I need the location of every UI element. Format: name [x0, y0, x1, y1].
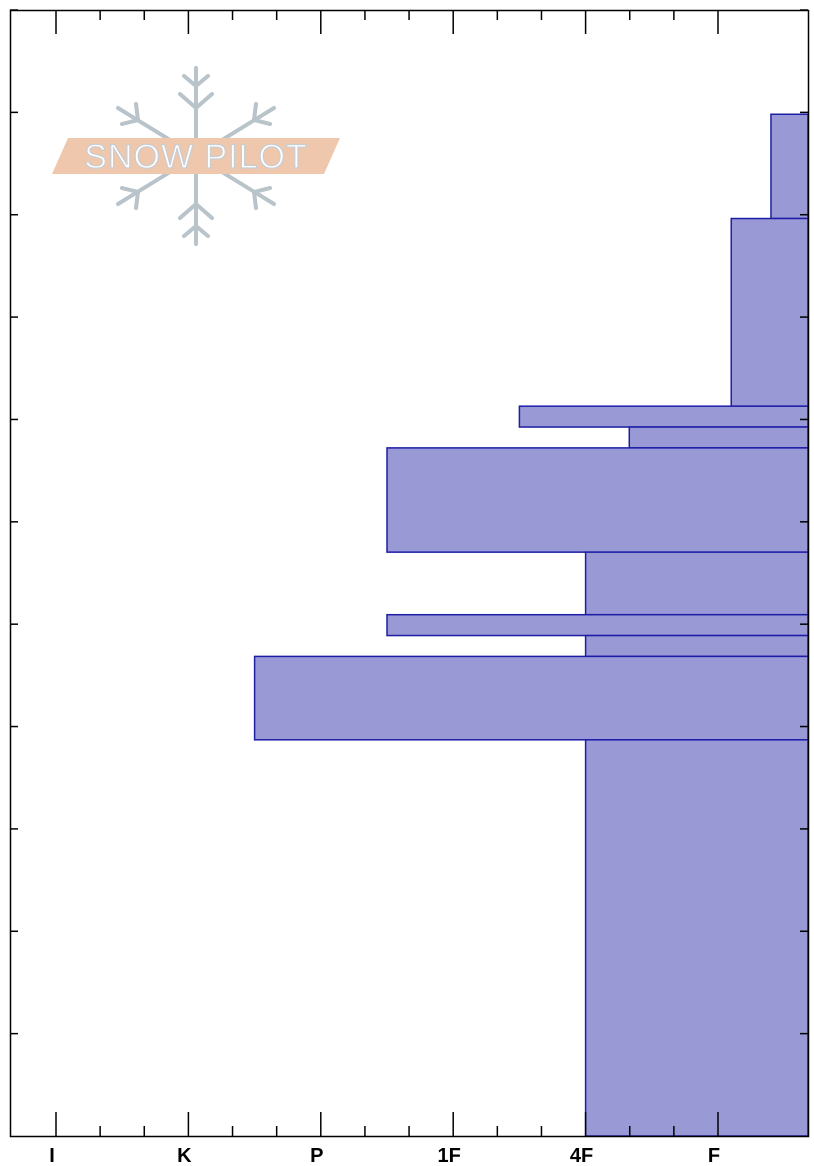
x-tick-label: P [310, 1145, 323, 1166]
layer-bar-8 [584, 634, 809, 658]
watermark-text: SNOW PILOT [84, 138, 307, 176]
x-tick-label: I [49, 1145, 55, 1166]
snow-pilot-watermark: SNOW PILOT [52, 66, 340, 246]
layer-bar-7 [386, 613, 809, 637]
x-tick-label: 4F [570, 1145, 593, 1166]
layer-bar-10 [584, 739, 809, 1137]
watermark-band [52, 138, 340, 174]
x-axis-labels: I K P 1F 4F F [49, 1145, 720, 1166]
x-tick-label: 1F [438, 1145, 461, 1166]
layer-bar-4 [628, 426, 809, 449]
x-tick-label: F [708, 1145, 720, 1166]
layer-bar-3 [518, 405, 809, 428]
layer-bar-5 [386, 447, 809, 553]
layer-bar-6 [584, 551, 809, 616]
hardness-bars [253, 113, 809, 1137]
snowflake-icon [116, 66, 276, 246]
layer-bar-2 [730, 217, 809, 407]
layer-bar-9 [253, 655, 809, 741]
axis-ticks [10, 9, 808, 1136]
x-tick-label: K [177, 1145, 192, 1166]
layer-bar-1 [770, 113, 809, 220]
